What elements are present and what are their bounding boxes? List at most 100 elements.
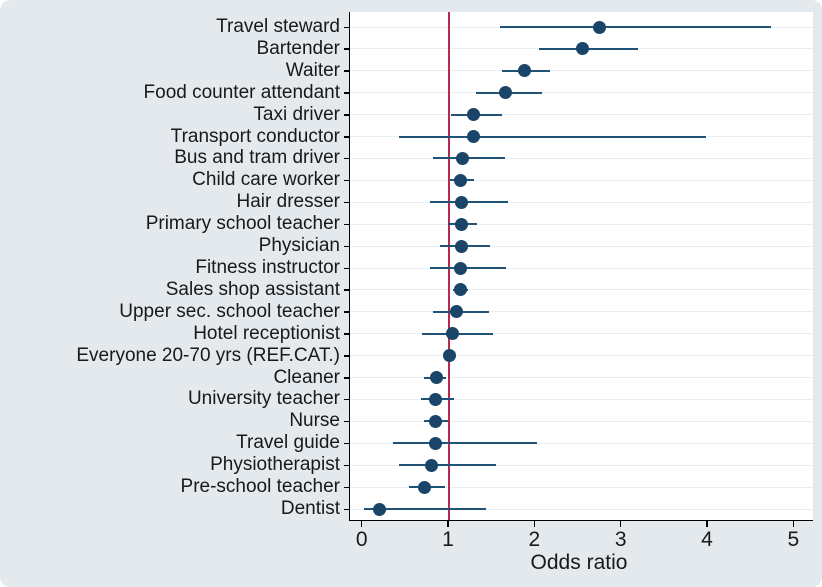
y-axis-label: University teacher — [187, 388, 340, 410]
point-marker — [456, 151, 470, 165]
gridline — [350, 289, 813, 291]
gridline — [350, 179, 813, 181]
y-axis-label: Cleaner — [273, 366, 340, 388]
y-tick — [344, 223, 349, 226]
y-axis-label: Upper sec. school teacher — [119, 300, 340, 322]
y-axis-label: Hotel receptionist — [193, 322, 340, 344]
gridline — [350, 223, 813, 225]
gridline — [350, 70, 813, 72]
point-marker — [450, 305, 464, 319]
point-marker — [466, 108, 480, 122]
point-marker — [442, 349, 456, 363]
y-axis-label: Everyone 20-70 yrs (REF.CAT.) — [76, 344, 340, 366]
x-tick-label: 5 — [787, 528, 800, 551]
y-tick — [344, 136, 349, 138]
y-axis-label: Child care worker — [192, 169, 340, 191]
gridline — [350, 355, 813, 357]
gridline — [350, 420, 813, 422]
y-tick — [344, 377, 349, 379]
x-tick-label: 4 — [701, 528, 713, 551]
point-marker — [429, 371, 443, 385]
y-axis-label: Bus and tram driver — [174, 147, 340, 169]
gridline — [350, 377, 813, 379]
x-tick — [792, 521, 795, 527]
point-marker — [454, 195, 468, 209]
gridline — [350, 201, 813, 203]
gridline — [350, 333, 813, 335]
point-marker — [418, 480, 432, 494]
y-axis-label: Nurse — [289, 410, 340, 432]
y-tick — [344, 114, 349, 116]
y-tick — [344, 179, 349, 182]
point-marker — [428, 392, 442, 406]
point-marker — [453, 261, 467, 275]
confidence-interval-line — [499, 26, 771, 28]
y-axis-label: Dentist — [280, 498, 340, 520]
point-marker — [373, 502, 387, 516]
confidence-interval-line — [398, 135, 707, 138]
point-marker — [428, 414, 442, 428]
gridline — [350, 311, 813, 313]
y-axis-label: Physiotherapist — [210, 454, 340, 476]
y-tick — [344, 420, 349, 423]
gridline — [350, 245, 813, 247]
y-axis-label: Physician — [258, 235, 340, 257]
x-tick-label: 2 — [528, 528, 541, 551]
y-tick — [344, 333, 349, 335]
point-marker — [517, 64, 531, 78]
gridline — [350, 464, 813, 466]
reference-line — [448, 12, 451, 520]
y-axis-label: Food counter attendant — [143, 81, 340, 103]
y-axis-label: Primary school teacher — [145, 213, 340, 235]
x-tick — [619, 521, 622, 527]
y-tick — [344, 398, 349, 401]
y-axis-label: Fitness instructor — [195, 257, 340, 278]
point-marker — [576, 42, 590, 56]
confidence-interval-line — [364, 508, 487, 511]
y-tick — [344, 355, 349, 357]
point-marker — [453, 283, 467, 297]
confidence-interval-line — [433, 157, 506, 160]
y-tick — [344, 486, 349, 489]
y-tick — [344, 92, 349, 94]
point-marker — [428, 436, 442, 450]
y-tick — [344, 311, 349, 313]
y-axis-label: Sales shop assistant — [165, 278, 340, 300]
confidence-interval-line — [430, 201, 508, 204]
x-tick — [706, 521, 708, 527]
gridline — [350, 114, 813, 116]
confidence-interval-line — [392, 442, 538, 445]
point-marker — [425, 458, 439, 472]
gridline — [350, 486, 813, 488]
gridline — [350, 508, 813, 510]
point-marker — [498, 86, 512, 100]
gridline — [350, 157, 813, 159]
gridline — [350, 442, 813, 444]
x-tick-label: 0 — [355, 528, 368, 551]
x-tick-label: 3 — [614, 528, 627, 551]
y-tick — [344, 508, 349, 511]
gridline — [350, 398, 813, 400]
point-marker — [455, 217, 469, 231]
point-marker — [454, 239, 468, 253]
x-tick-label: 1 — [442, 528, 454, 551]
y-tick — [344, 267, 349, 269]
y-axis-label: Waiter — [285, 59, 340, 81]
y-axis-label: Transport conductor — [170, 125, 340, 147]
y-axis-label: Hair dresser — [236, 191, 340, 213]
y-tick — [344, 70, 349, 72]
y-axis-label: Taxi driver — [253, 103, 340, 125]
gridline — [350, 267, 813, 269]
y-tick — [344, 464, 349, 467]
y-tick — [344, 157, 349, 160]
y-tick — [344, 289, 349, 291]
confidence-interval-line — [398, 464, 496, 467]
x-axis-title: Odds ratio — [530, 551, 628, 574]
x-tick — [360, 521, 363, 527]
y-tick — [344, 26, 349, 28]
y-axis-label: Bartender — [256, 37, 340, 59]
y-tick — [344, 201, 349, 204]
plot-area — [349, 12, 813, 521]
x-tick — [447, 521, 449, 527]
